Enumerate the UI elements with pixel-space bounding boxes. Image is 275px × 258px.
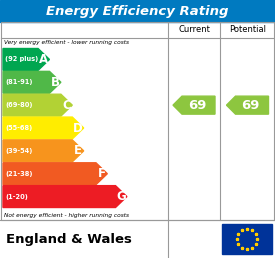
Polygon shape (3, 117, 84, 139)
Polygon shape (3, 186, 127, 207)
Text: A: A (39, 53, 49, 66)
Text: G: G (117, 190, 126, 203)
Polygon shape (3, 49, 49, 70)
Text: F: F (98, 167, 106, 180)
Bar (222, 224, 272, 254)
Text: (39-54): (39-54) (5, 148, 32, 154)
Text: (1-20): (1-20) (5, 194, 28, 200)
Text: E: E (74, 144, 82, 157)
Polygon shape (3, 140, 84, 162)
Polygon shape (227, 96, 268, 114)
Bar (1, 22, 274, 220)
Polygon shape (3, 163, 107, 185)
Text: (55-68): (55-68) (5, 125, 32, 131)
Text: B: B (51, 76, 60, 89)
Text: Very energy efficient - lower running costs: Very energy efficient - lower running co… (4, 40, 129, 45)
Polygon shape (173, 96, 215, 114)
Text: Potential: Potential (229, 26, 266, 35)
Polygon shape (3, 71, 61, 93)
Text: (69-80): (69-80) (5, 102, 32, 108)
Text: Energy Efficiency Rating: Energy Efficiency Rating (46, 4, 229, 18)
Text: 69: 69 (188, 99, 206, 112)
Text: Current: Current (178, 26, 210, 35)
Bar (0, 0, 275, 22)
Text: D: D (73, 122, 83, 134)
Text: (92 plus): (92 plus) (5, 57, 38, 62)
Text: 69: 69 (241, 99, 260, 112)
Text: (21-38): (21-38) (5, 171, 32, 177)
Text: (81-91): (81-91) (5, 79, 32, 85)
Text: C: C (62, 99, 71, 112)
Text: Not energy efficient - higher running costs: Not energy efficient - higher running co… (4, 213, 129, 218)
Polygon shape (3, 94, 72, 116)
Text: England & Wales: England & Wales (6, 232, 132, 246)
